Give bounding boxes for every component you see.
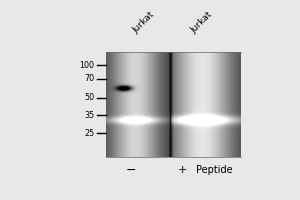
- Text: Jurkat: Jurkat: [189, 10, 214, 35]
- Text: −: −: [125, 164, 136, 177]
- Text: 70: 70: [84, 74, 94, 83]
- Text: +: +: [178, 165, 188, 175]
- Text: Peptide: Peptide: [196, 165, 232, 175]
- Text: 50: 50: [84, 93, 94, 102]
- Text: 100: 100: [80, 61, 94, 70]
- Text: Jurkat: Jurkat: [131, 10, 156, 35]
- Text: 25: 25: [84, 129, 94, 138]
- Text: 35: 35: [84, 111, 94, 120]
